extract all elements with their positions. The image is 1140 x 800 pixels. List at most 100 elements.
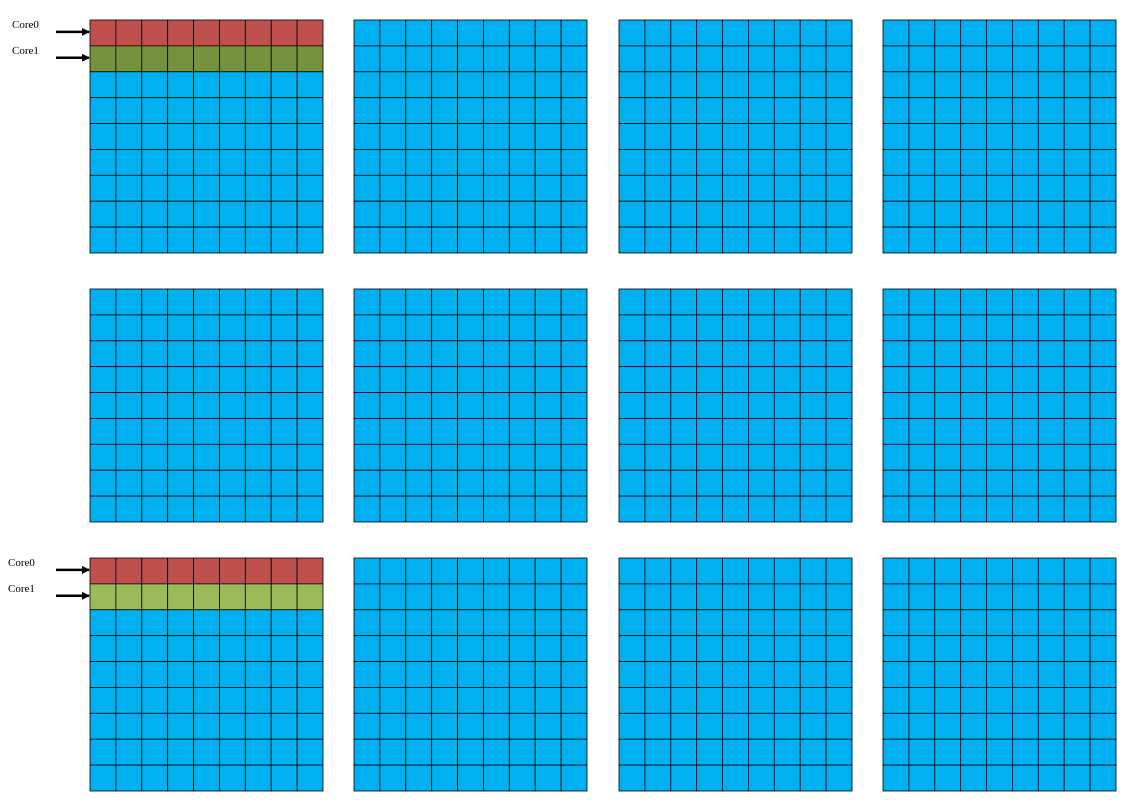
matrix-cell xyxy=(773,443,801,471)
matrix-cell xyxy=(431,45,458,73)
matrix-cell xyxy=(934,557,962,585)
matrix-cell xyxy=(141,661,169,688)
matrix-cell xyxy=(748,712,775,740)
matrix-cell xyxy=(244,392,272,419)
matrix-cell xyxy=(670,149,698,176)
matrix-cell xyxy=(748,495,775,523)
matrix-cell xyxy=(167,392,194,419)
matrix-cell xyxy=(748,19,775,47)
matrix-cell xyxy=(534,443,562,471)
matrix-cell xyxy=(825,340,853,368)
matrix-cell xyxy=(882,738,910,766)
matrix-cell xyxy=(882,469,910,497)
core-annotation-group: Core0 Core1 xyxy=(8,557,90,600)
matrix-cell xyxy=(618,661,646,688)
matrix-cell xyxy=(244,19,272,47)
matrix-cell xyxy=(773,687,801,714)
matrix-cell xyxy=(115,418,143,445)
matrix-cell xyxy=(1037,366,1065,393)
matrix-cell xyxy=(193,45,220,73)
matrix-cell xyxy=(644,583,672,611)
matrix-cell xyxy=(1089,738,1117,766)
matrix-cell xyxy=(934,200,962,228)
matrix-cell xyxy=(379,288,407,316)
matrix-cell xyxy=(696,174,723,202)
matrix-cell xyxy=(508,738,536,766)
matrix-cell xyxy=(696,340,723,368)
matrix-cell xyxy=(405,557,433,585)
matrix-cell xyxy=(141,635,169,662)
matrix-cell xyxy=(934,712,962,740)
matrix-cell xyxy=(773,174,801,202)
matrix-cell xyxy=(508,45,536,73)
matrix-cell xyxy=(405,469,433,497)
matrix-cell xyxy=(508,200,536,228)
matrix-cell xyxy=(167,557,194,585)
matrix-cell xyxy=(1063,687,1091,714)
matrix-cell xyxy=(193,97,220,124)
matrix-cell xyxy=(1089,712,1117,740)
matrix-cell xyxy=(1037,495,1065,523)
matrix-cell xyxy=(1063,418,1091,445)
matrix-cell xyxy=(908,738,936,766)
matrix-cell xyxy=(296,557,324,585)
matrix-cell xyxy=(270,97,298,124)
matrix-cell xyxy=(270,469,298,497)
matrix-cell xyxy=(986,609,1013,637)
matrix-cell xyxy=(960,200,987,228)
matrix-cell xyxy=(483,712,510,740)
matrix-cell xyxy=(799,469,827,497)
matrix-cell xyxy=(244,97,272,124)
matrix-cell xyxy=(696,288,723,316)
matrix-cell xyxy=(89,200,117,228)
matrix-cell xyxy=(644,174,672,202)
matrix-cell xyxy=(670,314,698,342)
matrix-cell xyxy=(483,200,510,228)
matrix-cell xyxy=(560,200,588,228)
matrix-cell xyxy=(773,635,801,662)
matrix-cell xyxy=(193,443,220,471)
matrix-cell xyxy=(141,583,169,611)
matrix-cell xyxy=(799,45,827,73)
matrix-cell xyxy=(219,314,246,342)
matrix-cell xyxy=(115,764,143,792)
matrix-cell xyxy=(1012,19,1039,47)
matrix-cell xyxy=(748,443,775,471)
matrix-cell xyxy=(1037,123,1065,150)
matrix-cell xyxy=(696,19,723,47)
matrix-cell xyxy=(986,583,1013,611)
matrix-cell xyxy=(483,19,510,47)
matrix-cell xyxy=(270,19,298,47)
matrix-cell xyxy=(219,123,246,150)
matrix-cell xyxy=(560,149,588,176)
matrix-cell xyxy=(1089,366,1117,393)
matrix-cell xyxy=(773,557,801,585)
matrix-cell xyxy=(431,609,458,637)
matrix-cell xyxy=(193,19,220,47)
matrix-cell xyxy=(722,288,749,316)
matrix-cell xyxy=(748,71,775,99)
matrix-cell xyxy=(353,71,381,99)
matrix-cell xyxy=(773,712,801,740)
matrix-cell xyxy=(353,609,381,637)
matrix-cell xyxy=(1037,418,1065,445)
matrix-cell xyxy=(270,340,298,368)
matrix-cell xyxy=(219,609,246,637)
matrix-cell xyxy=(960,149,987,176)
matrix-cell xyxy=(960,418,987,445)
matrix-cell xyxy=(534,469,562,497)
matrix-cell xyxy=(825,45,853,73)
matrix-cell xyxy=(270,314,298,342)
matrix-cell xyxy=(670,687,698,714)
matrix-cell xyxy=(89,97,117,124)
matrix-cell xyxy=(882,557,910,585)
matrix-cell xyxy=(986,19,1013,47)
matrix-cell xyxy=(748,200,775,228)
matrix-cell xyxy=(431,97,458,124)
matrix-cell xyxy=(560,392,588,419)
matrix-cell xyxy=(748,314,775,342)
matrix-cell xyxy=(508,418,536,445)
matrix-cell xyxy=(799,392,827,419)
matrix-cell xyxy=(405,583,433,611)
